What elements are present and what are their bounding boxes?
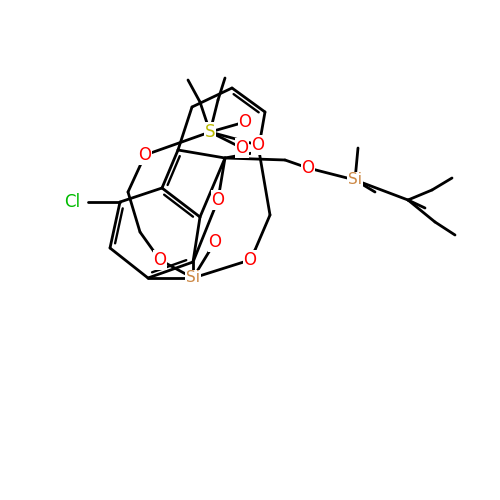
Text: O: O (302, 159, 314, 177)
Text: O: O (244, 251, 256, 269)
Text: O: O (236, 139, 248, 157)
Text: O: O (212, 191, 224, 209)
Text: Cl: Cl (64, 193, 80, 211)
Text: Si: Si (186, 270, 200, 285)
Text: O: O (154, 251, 166, 269)
Text: S: S (205, 123, 215, 141)
Text: O: O (208, 233, 222, 251)
Text: O: O (252, 136, 264, 154)
Text: O: O (138, 146, 151, 164)
Text: Si: Si (348, 172, 362, 188)
Text: O: O (238, 113, 252, 131)
